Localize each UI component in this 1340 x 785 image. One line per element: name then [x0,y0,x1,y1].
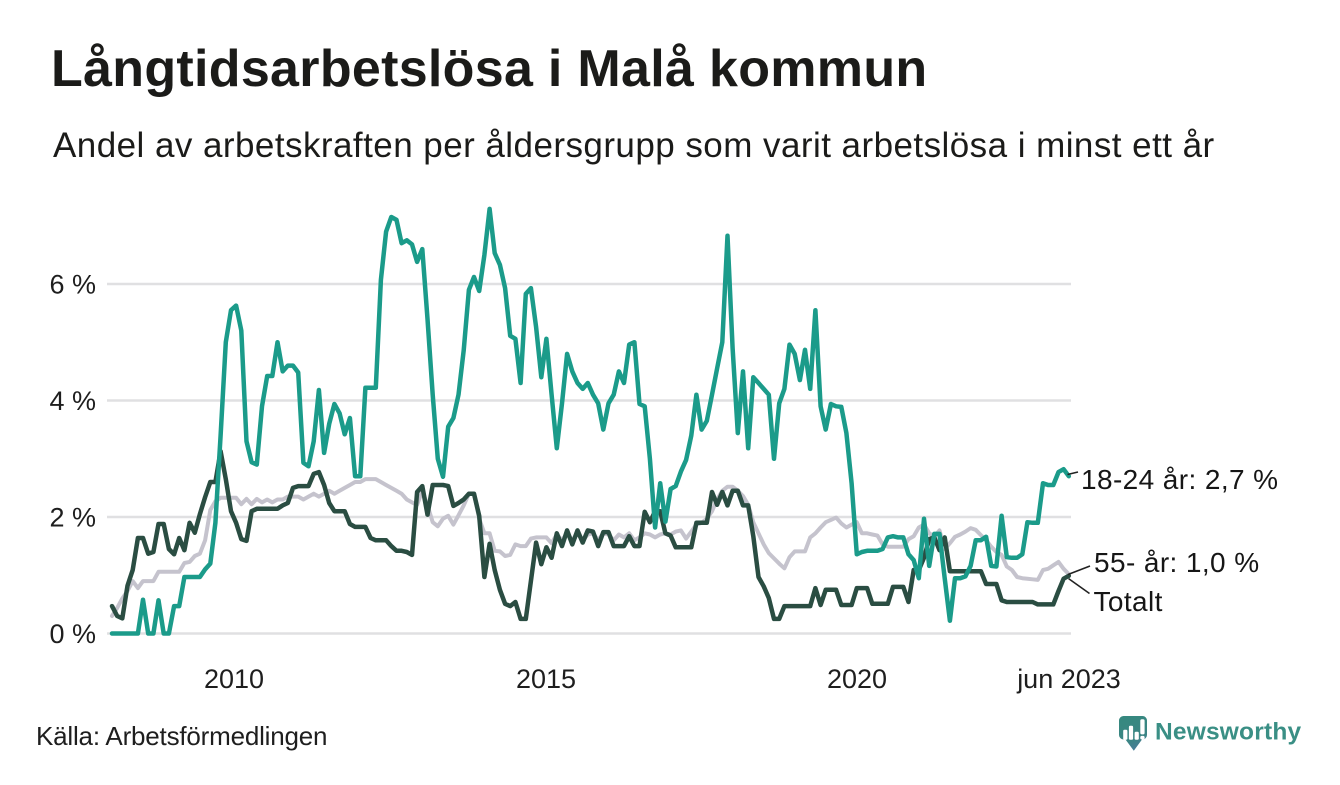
svg-text:Långtidsarbetslösa i Malå komm: Långtidsarbetslösa i Malå kommun [51,40,927,98]
svg-text:2015: 2015 [516,664,576,694]
svg-text:Totalt: Totalt [1094,586,1163,617]
svg-text:2020: 2020 [827,664,887,694]
svg-text:2010: 2010 [204,664,264,694]
svg-text:0 %: 0 % [49,619,96,649]
svg-text:jun 2023: jun 2023 [1016,664,1121,694]
svg-text:4 %: 4 % [49,386,96,416]
svg-text:18-24 år: 2,7 %: 18-24 år: 2,7 % [1081,464,1278,495]
svg-text:Källa: Arbetsförmedlingen: Källa: Arbetsförmedlingen [36,721,327,751]
svg-text:Andel av arbetskraften per åld: Andel av arbetskraften per åldersgrupp s… [53,126,1215,165]
svg-text:55- år: 1,0 %: 55- år: 1,0 % [1094,547,1260,578]
svg-text:2 %: 2 % [49,503,96,533]
svg-text:Newsworthy: Newsworthy [1155,719,1301,746]
svg-text:6 %: 6 % [49,270,96,300]
